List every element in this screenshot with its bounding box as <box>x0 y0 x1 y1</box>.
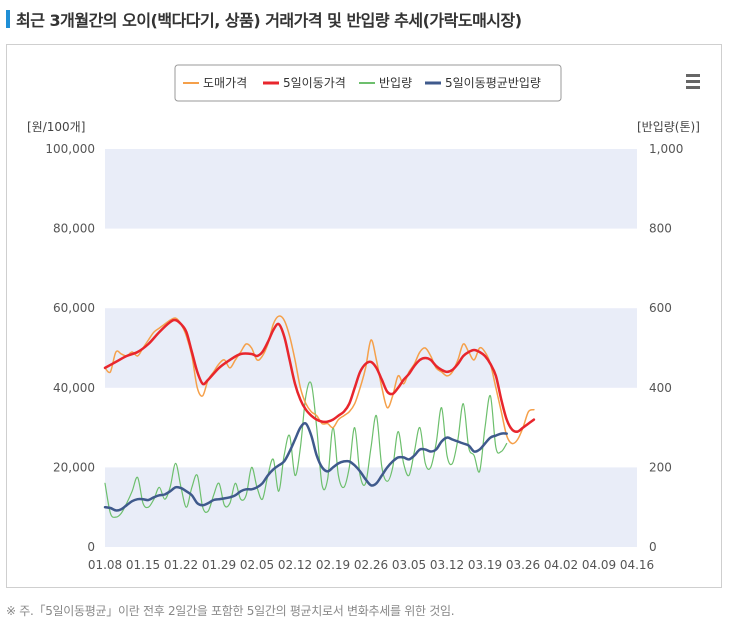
x-tick-label: 01.08 <box>88 558 122 572</box>
series-layer <box>103 315 536 518</box>
y-left-tick-label: 20,000 <box>53 460 95 474</box>
grid-band <box>105 149 637 229</box>
x-tick-label: 03.19 <box>468 558 502 572</box>
legend: 도매가격 5일이동가격 반입량 5일이동평균반입량 <box>174 64 562 102</box>
legend-label-5day-price: 5일이동가격 <box>283 76 346 90</box>
legend-item-5day-volume[interactable]: 5일이동평균반입량 <box>425 76 541 90</box>
x-tick-label: 02.26 <box>354 558 388 572</box>
legend-item-5day-price[interactable]: 5일이동가격 <box>263 76 346 90</box>
chart-frame: 0 20,000 40,000 60,000 80,000 100,000 0 200 400… <box>6 44 722 588</box>
x-tick-label: 02.05 <box>240 558 274 572</box>
legend-item-wholesale-price[interactable]: 도매가격 <box>183 76 247 90</box>
legend-label-wholesale-price: 도매가격 <box>203 76 247 90</box>
x-tick-label: 02.12 <box>278 558 312 572</box>
x-tick-label: 03.26 <box>506 558 540 572</box>
series-5day-volume <box>103 422 508 512</box>
grid-bands <box>105 149 637 547</box>
page-title: 최근 3개월간의 오이(백다다기, 상품) 거래가격 및 반입량 추세(가락도매… <box>16 11 522 30</box>
legend-label-5day-volume: 5일이동평균반입량 <box>445 76 541 90</box>
legend-label-volume: 반입량 <box>379 76 412 90</box>
x-tick-label: 04.16 <box>620 558 654 572</box>
y-left-tick-labels: 0 20,000 40,000 60,000 80,000 100,000 <box>45 142 95 554</box>
x-tick-label: 04.02 <box>544 558 578 572</box>
grid-band <box>105 308 637 388</box>
footnote: ※ 주.「5일이동평균」이란 전후 2일간을 포함한 5일간의 평균치로서 변화… <box>6 604 455 618</box>
x-tick-label: 04.09 <box>582 558 616 572</box>
y-right-tick-label: 800 <box>649 222 672 236</box>
y-right-tick-label: 1,000 <box>649 142 683 156</box>
legend-item-volume[interactable]: 반입량 <box>359 76 412 90</box>
x-tick-label: 01.15 <box>126 558 160 572</box>
y-right-tick-labels: 0 200 400 600 800 1,000 <box>649 142 683 554</box>
x-tick-label: 03.12 <box>430 558 464 572</box>
y-right-tick-label: 400 <box>649 381 672 395</box>
y-left-tick-label: 0 <box>87 540 95 554</box>
y-left-tick-label: 80,000 <box>53 222 95 236</box>
x-tick-label: 03.05 <box>392 558 426 572</box>
series-5day-price <box>103 318 536 433</box>
x-tick-label: 01.29 <box>202 558 236 572</box>
title-accent-bar <box>6 10 10 28</box>
y-right-tick-label: 0 <box>649 540 657 554</box>
y-left-tick-label: 60,000 <box>53 301 95 315</box>
x-tick-labels: 01.08 01.15 01.22 01.29 02.05 02.12 02.19 02.26… <box>88 558 654 572</box>
y-left-axis-label: [원/100개] <box>27 120 85 134</box>
chart: 0 20,000 40,000 60,000 80,000 100,000 0 200 400… <box>27 64 705 572</box>
y-right-tick-label: 200 <box>649 460 672 474</box>
y-right-tick-label: 600 <box>649 301 672 315</box>
hamburger-menu-icon[interactable] <box>683 71 705 95</box>
title-container: 최근 3개월간의 오이(백다다기, 상품) 거래가격 및 반입량 추세(가락도매… <box>6 8 522 30</box>
x-tick-label: 01.22 <box>164 558 198 572</box>
y-left-tick-label: 40,000 <box>53 381 95 395</box>
grid-band <box>105 467 637 547</box>
x-tick-label: 02.19 <box>316 558 350 572</box>
series-volume <box>104 381 508 518</box>
y-right-axis-label: [반입량(톤)] <box>637 120 700 134</box>
y-left-tick-label: 100,000 <box>45 142 95 156</box>
